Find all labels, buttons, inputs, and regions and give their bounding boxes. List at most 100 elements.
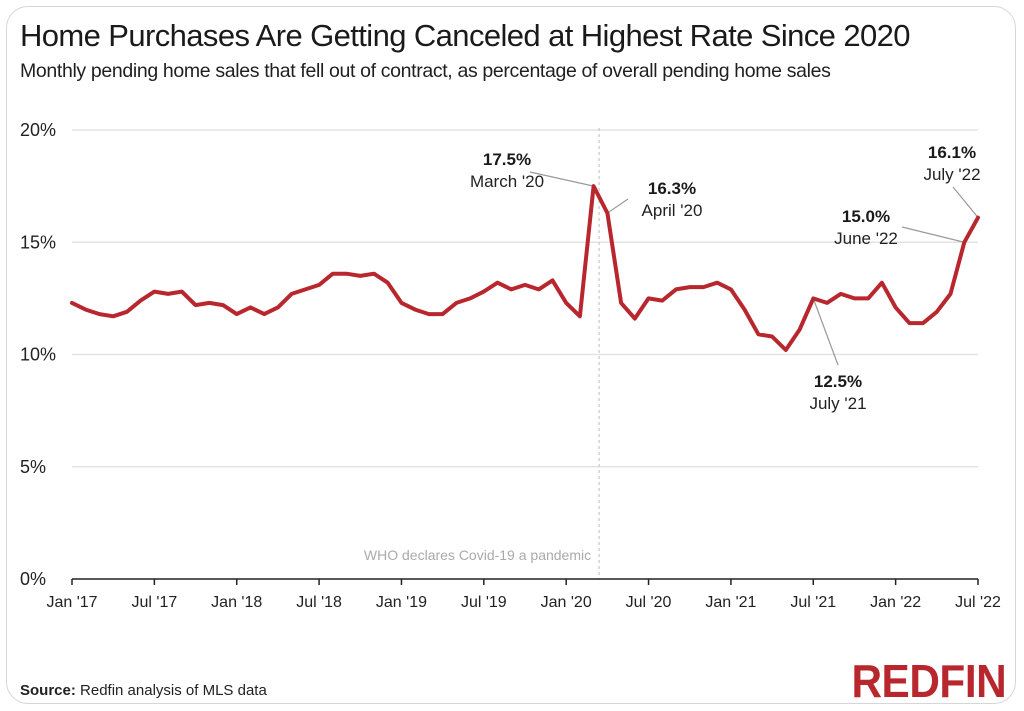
data-point xyxy=(509,287,513,291)
data-point xyxy=(496,281,500,285)
data-point xyxy=(866,296,870,300)
data-point xyxy=(907,321,911,325)
source-label: Source: xyxy=(20,682,76,699)
data-point xyxy=(701,285,705,289)
data-point xyxy=(248,305,252,309)
data-point xyxy=(605,211,609,215)
data-point xyxy=(619,301,623,305)
data-point xyxy=(345,272,349,276)
x-tick-label: Jul '21 xyxy=(790,594,836,611)
data-point xyxy=(358,274,362,278)
data-point xyxy=(235,312,239,316)
x-tick-label: Jan '21 xyxy=(705,594,756,611)
x-tick-label: Jul '17 xyxy=(131,594,177,611)
data-point xyxy=(537,287,541,291)
annotation: 15.0% June '22 xyxy=(834,207,898,248)
gridlines xyxy=(72,129,978,468)
data-point xyxy=(976,216,980,220)
data-point xyxy=(811,296,815,300)
data-point xyxy=(894,305,898,309)
annotation: 17.5% March '20 xyxy=(470,150,544,191)
y-axis-ticks: 0% 5% 10% 15% 20% xyxy=(20,120,56,589)
data-point xyxy=(674,287,678,291)
data-point xyxy=(770,335,774,339)
data-point xyxy=(125,310,129,314)
data-point xyxy=(180,290,184,294)
annotation-value: 15.0% xyxy=(842,207,890,226)
y-tick-label: 5% xyxy=(20,457,46,477)
data-point xyxy=(70,301,74,305)
data-point xyxy=(688,285,692,289)
x-tick-label: Jul '18 xyxy=(296,594,342,611)
data-point xyxy=(839,292,843,296)
annotation-date: July '21 xyxy=(809,394,866,413)
data-point xyxy=(221,303,225,307)
data-point xyxy=(139,299,143,303)
data-point xyxy=(743,308,747,312)
series-line xyxy=(70,184,980,352)
annotations: 17.5% March '20 16.3% April '20 12.5% July '2… xyxy=(470,143,981,413)
data-point xyxy=(152,290,156,294)
y-tick-label: 15% xyxy=(20,232,56,252)
data-point xyxy=(331,272,335,276)
data-point xyxy=(852,296,856,300)
annotation-leader xyxy=(812,298,839,366)
annotation-date: April '20 xyxy=(642,201,703,220)
data-point xyxy=(166,292,170,296)
annotation-date: July '22 xyxy=(923,165,980,184)
data-point xyxy=(290,292,294,296)
x-tick-label: Jan '17 xyxy=(46,594,97,611)
data-point xyxy=(564,301,568,305)
data-point xyxy=(715,281,719,285)
data-point xyxy=(962,240,966,244)
event-label: WHO declares Covid-19 a pandemic xyxy=(364,547,591,563)
data-point xyxy=(427,312,431,316)
data-point xyxy=(441,312,445,316)
data-point xyxy=(276,305,280,309)
x-tick-label: Jan '18 xyxy=(211,594,262,611)
annotation: 12.5% July '21 xyxy=(809,372,866,413)
annotation-leaders xyxy=(529,171,979,366)
annotation-leader xyxy=(529,171,594,187)
data-point xyxy=(660,299,664,303)
data-point xyxy=(578,314,582,318)
x-tick-label: Jan '19 xyxy=(376,594,427,611)
data-point xyxy=(111,314,115,318)
annotation-value: 17.5% xyxy=(483,150,531,169)
data-point xyxy=(633,317,637,321)
data-point xyxy=(468,296,472,300)
annotation-date: June '22 xyxy=(834,229,898,248)
annotation-leader xyxy=(607,198,629,214)
data-point xyxy=(194,303,198,307)
data-point xyxy=(386,281,390,285)
annotation-leader xyxy=(901,226,965,243)
data-point xyxy=(729,287,733,291)
data-point xyxy=(798,328,802,332)
x-tick-label: Jul '22 xyxy=(955,594,1001,611)
data-point xyxy=(97,312,101,316)
data-point xyxy=(84,308,88,312)
data-point xyxy=(949,292,953,296)
data-point xyxy=(880,281,884,285)
annotation-value: 16.3% xyxy=(648,179,696,198)
data-point xyxy=(454,301,458,305)
annotation-leader xyxy=(952,186,979,218)
source-note: Source: Redfin analysis of MLS data xyxy=(20,682,267,699)
chart-title: Home Purchases Are Getting Canceled at H… xyxy=(20,18,910,53)
x-tick-label: Jul '20 xyxy=(626,594,672,611)
chart-subtitle: Monthly pending home sales that fell out… xyxy=(20,60,831,82)
y-tick-label: 0% xyxy=(20,569,46,589)
x-tick-label: Jan '22 xyxy=(870,594,921,611)
data-point xyxy=(935,310,939,314)
data-point xyxy=(303,287,307,291)
source-text: Redfin analysis of MLS data xyxy=(80,682,267,699)
y-tick-label: 10% xyxy=(20,345,56,365)
event-marker: WHO declares Covid-19 a pandemic xyxy=(364,128,600,579)
x-tick-label: Jan '20 xyxy=(541,594,592,611)
data-point xyxy=(523,283,527,287)
data-point xyxy=(399,301,403,305)
x-axis: Jan '17 Jul '17 Jan '18 Jul '18 Jan '19 Jul '… xyxy=(46,578,1001,611)
data-point xyxy=(372,272,376,276)
data-point xyxy=(207,301,211,305)
